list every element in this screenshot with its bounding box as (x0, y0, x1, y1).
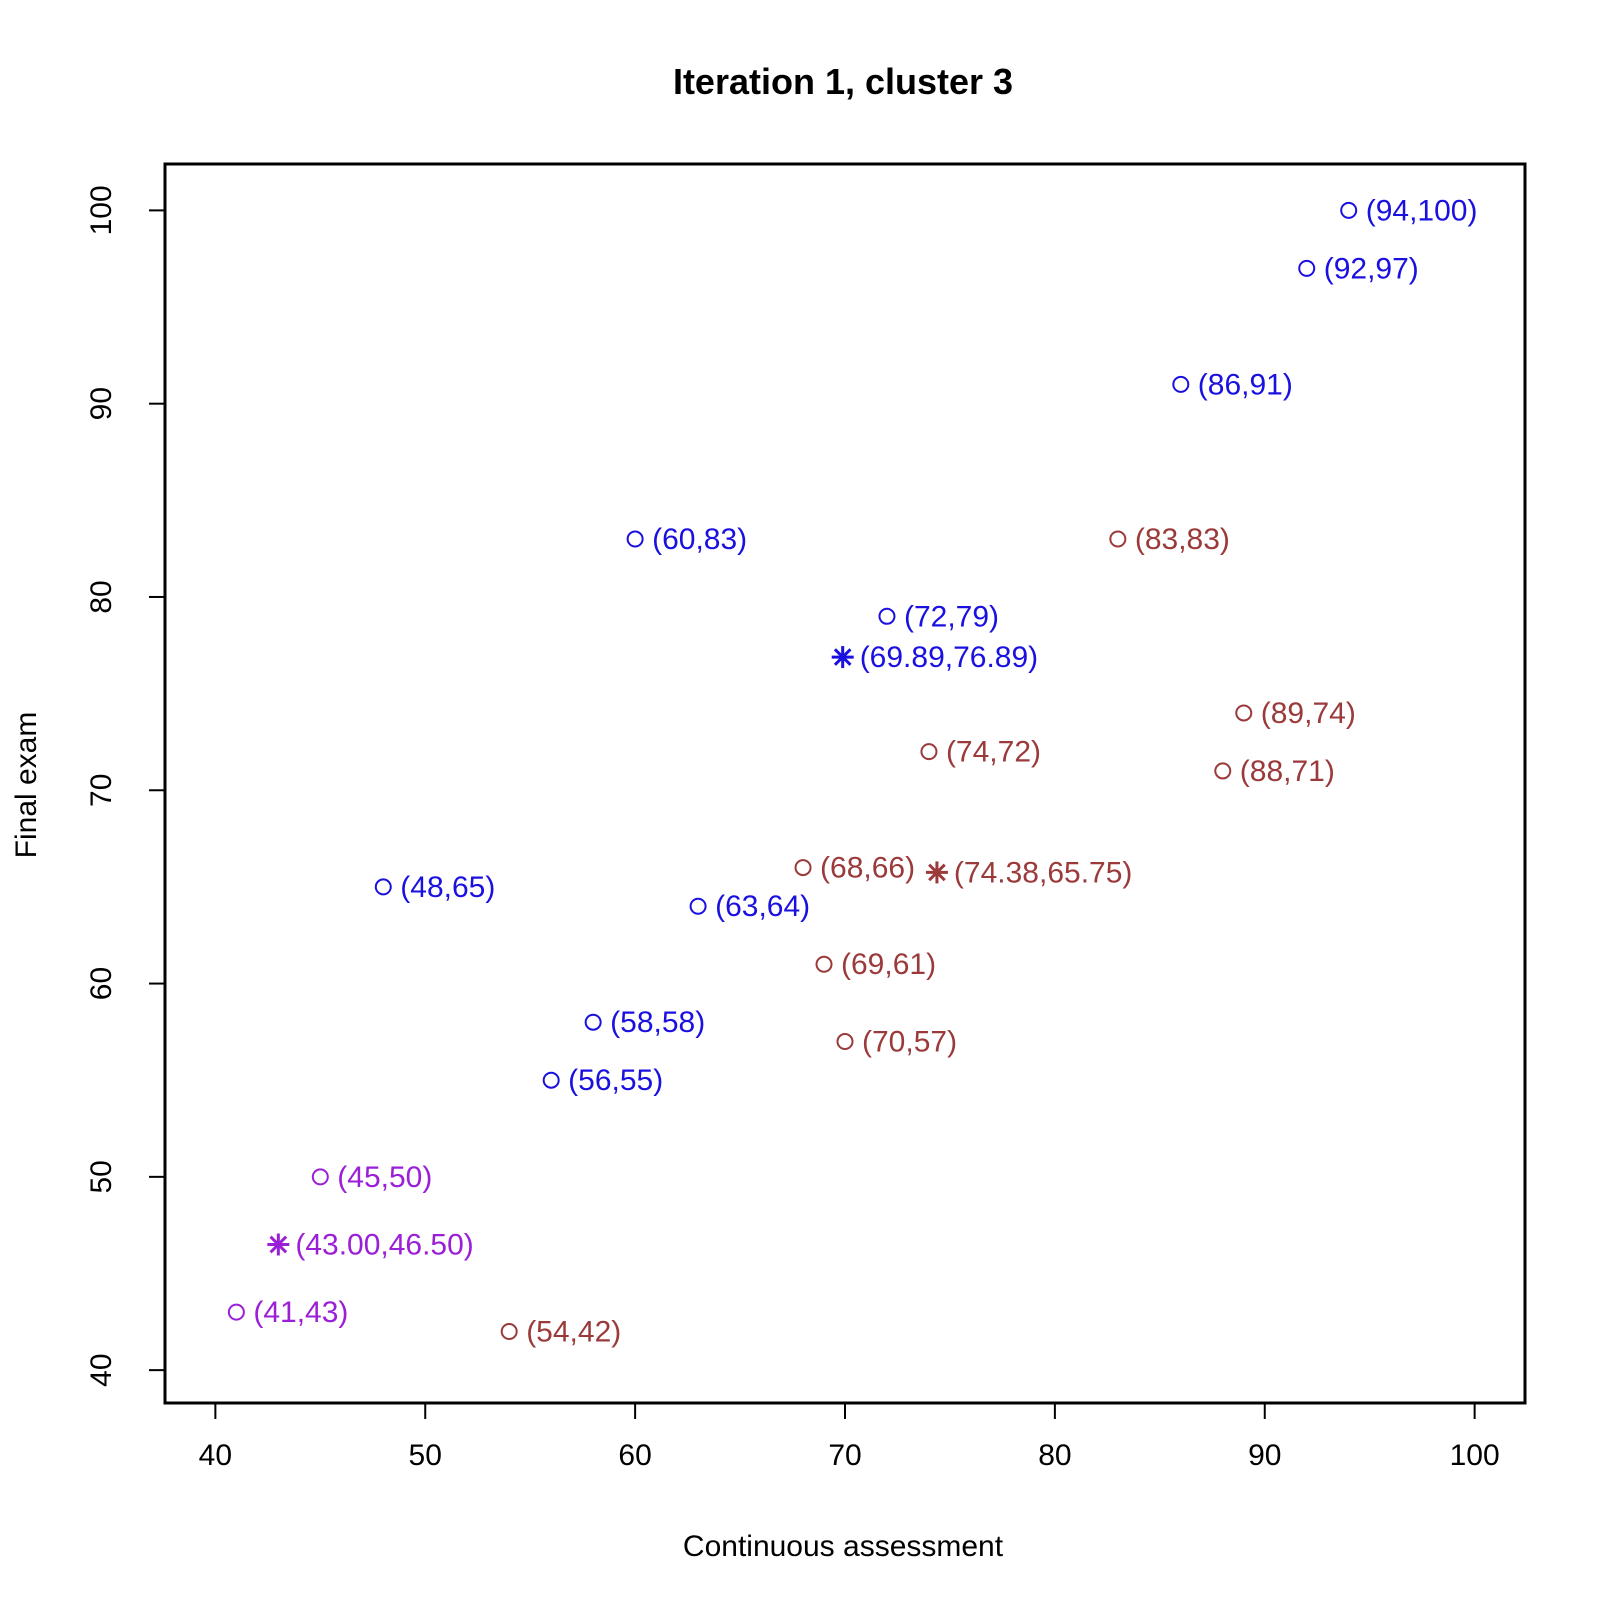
point-label: (54,42) (526, 1315, 621, 1348)
point-label: (41,43) (253, 1296, 348, 1329)
centroid-marker (925, 861, 948, 884)
point-label: (69,61) (841, 948, 936, 981)
data-point (836, 1033, 854, 1051)
data-point (1340, 201, 1358, 219)
data-point (311, 1168, 329, 1186)
point-label: (60,83) (652, 523, 747, 556)
y-tick-label: 60 (85, 967, 118, 1000)
x-tick-label: 70 (828, 1439, 861, 1472)
centroid-marker (831, 646, 854, 669)
x-axis: 40 50 60 70 80 90 100 (199, 1402, 1500, 1472)
data-point (1109, 530, 1127, 548)
data-point (878, 607, 896, 625)
y-tick-label: 50 (85, 1160, 118, 1193)
data-point (815, 955, 833, 973)
data-point (1172, 375, 1190, 393)
data-point (1235, 704, 1253, 722)
data-point (794, 859, 812, 877)
x-axis-label: Continuous assessment (683, 1530, 1004, 1563)
x-tick-label: 100 (1450, 1439, 1500, 1472)
point-label: (86,91) (1198, 368, 1293, 401)
x-tick-label: 50 (409, 1439, 442, 1472)
x-tick-label: 80 (1038, 1439, 1071, 1472)
centroid-label: (43.00,46.50) (295, 1229, 473, 1262)
y-tick-label: 90 (85, 387, 118, 420)
point-label: (63,64) (715, 890, 810, 923)
point-label: (94,100) (1366, 194, 1478, 227)
point-label: (83,83) (1135, 523, 1230, 556)
y-tick-label: 70 (85, 774, 118, 807)
point-label: (56,55) (568, 1064, 663, 1097)
centroid-label: (69.89,76.89) (860, 641, 1038, 674)
point-label: (89,74) (1261, 697, 1356, 730)
point-label: (88,71) (1240, 755, 1335, 788)
data-point (584, 1013, 602, 1031)
y-tick-label: 40 (85, 1353, 118, 1386)
data-point (920, 743, 938, 761)
point-label: (48,65) (400, 871, 495, 904)
point-label: (74,72) (946, 736, 1041, 769)
data-point (374, 878, 392, 896)
y-axis-label: Final exam (10, 712, 43, 859)
centroid-marker (267, 1233, 290, 1256)
point-label: (68,66) (820, 852, 915, 885)
data-point (1298, 259, 1316, 277)
point-label: (58,58) (610, 1006, 705, 1039)
y-tick-label: 80 (85, 580, 118, 613)
point-label: (70,57) (862, 1026, 957, 1059)
point-label: (45,50) (337, 1161, 432, 1194)
point-label: (92,97) (1324, 252, 1419, 285)
x-tick-label: 40 (199, 1439, 232, 1472)
point-label: (72,79) (904, 600, 999, 633)
x-tick-label: 60 (618, 1439, 651, 1472)
chart-title: Iteration 1, cluster 3 (673, 61, 1013, 102)
centroid-label: (74.38,65.75) (954, 856, 1132, 889)
data-point (1214, 762, 1232, 780)
data-point (689, 897, 707, 915)
data-point (500, 1322, 518, 1340)
data-point (626, 530, 644, 548)
data-point (227, 1303, 245, 1321)
y-tick-label: 100 (85, 185, 118, 235)
x-tick-label: 90 (1248, 1439, 1281, 1472)
y-axis: 40 50 60 70 80 90 100 (85, 185, 166, 1387)
plot-marks: (94,100) (92,97) (86,91) (60,83) (72,79) (48,… (227, 194, 1478, 1348)
data-point (542, 1071, 560, 1089)
